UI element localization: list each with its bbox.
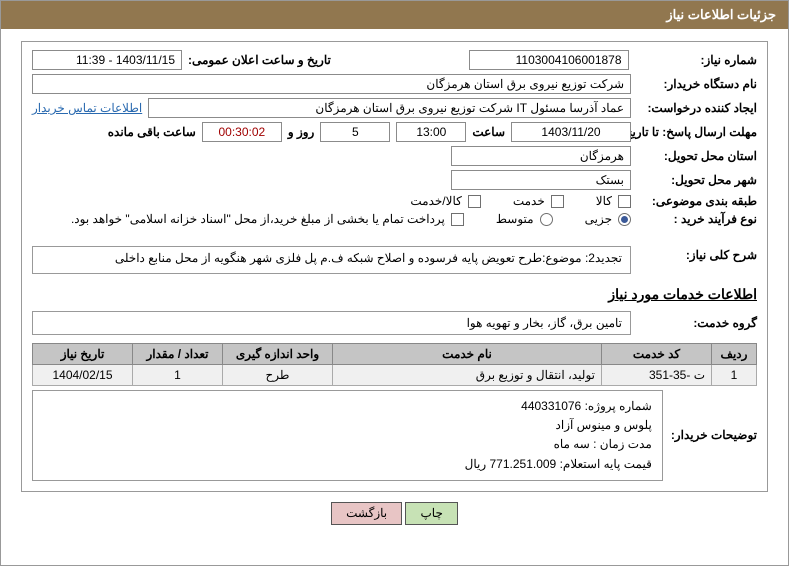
cell-qty: 1 [133, 365, 223, 386]
buyer-notes-label: توضیحات خریدار: [671, 390, 757, 481]
province-field: هرمزگان [451, 146, 631, 166]
proc-small-label: جزیی [585, 212, 612, 226]
deadline-label: مهلت ارسال پاسخ: تا تاریخ: [637, 125, 757, 139]
note-line-4: قیمت پایه استعلام: 771.251.009 ریال [43, 455, 652, 474]
checkbox-payment[interactable] [451, 213, 464, 226]
back-button[interactable]: بازگشت [331, 502, 402, 525]
radio-small[interactable] [618, 213, 631, 226]
cat-goods-label: کالا [596, 194, 612, 208]
table-row: 1 ت -35-351 تولید، انتقال و توزیع برق طر… [33, 365, 757, 386]
th-name: نام خدمت [333, 344, 602, 365]
requester-field: عماد آذرسا مسئول IT شرکت توزیع نیروی برق… [148, 98, 631, 118]
days-label: روز و [288, 125, 315, 139]
desc-label: شرح کلی نیاز: [637, 242, 757, 262]
note-line-2: پلوس و مینوس آزاد [43, 416, 652, 435]
th-code: کد خدمت [602, 344, 712, 365]
category-label: طبقه بندی موضوعی: [637, 194, 757, 208]
remaining-label: ساعت باقی مانده [108, 125, 196, 139]
cell-date: 1404/02/15 [33, 365, 133, 386]
announce-label: تاریخ و ساعت اعلان عمومی: [188, 53, 331, 67]
announce-field: 1403/11/15 - 11:39 [32, 50, 182, 70]
group-label: گروه خدمت: [637, 316, 757, 330]
deadline-date-field: 1403/11/20 [511, 122, 631, 142]
buyer-field: شرکت توزیع نیروی برق استان هرمزگان [32, 74, 631, 94]
remaining-time-field: 00:30:02 [202, 122, 282, 142]
note-line-1: شماره پروژه: 440331076 [43, 397, 652, 416]
note-line-3: مدت زمان : سه ماه [43, 435, 652, 454]
button-row: چاپ بازگشت [21, 502, 768, 525]
checkbox-service[interactable] [551, 195, 564, 208]
th-date: تاریخ نیاز [33, 344, 133, 365]
checkbox-goodservice[interactable] [468, 195, 481, 208]
cell-code: ت -35-351 [602, 365, 712, 386]
payment-note: پرداخت تمام یا بخشی از مبلغ خرید،از محل … [71, 212, 445, 226]
checkbox-goods[interactable] [618, 195, 631, 208]
contact-link[interactable]: اطلاعات تماس خریدار [32, 101, 142, 115]
th-unit: واحد اندازه گیری [223, 344, 333, 365]
page-header: جزئیات اطلاعات نیاز [1, 1, 788, 29]
cat-goodservice-label: کالا/خدمت [410, 194, 461, 208]
radio-medium[interactable] [540, 213, 553, 226]
province-label: استان محل تحویل: [637, 149, 757, 163]
proc-medium-label: متوسط [496, 212, 534, 226]
buyer-label: نام دستگاه خریدار: [637, 77, 757, 91]
requester-label: ایجاد کننده درخواست: [637, 101, 757, 115]
th-row: ردیف [712, 344, 757, 365]
desc-text: تجدید2: موضوع:طرح تعویض پایه فرسوده و اص… [115, 251, 622, 265]
services-table: ردیف کد خدمت نام خدمت واحد اندازه گیری ت… [32, 343, 757, 386]
city-field: بستک [451, 170, 631, 190]
print-button[interactable]: چاپ [405, 502, 457, 525]
need-number-label: شماره نیاز: [701, 53, 757, 67]
time-label: ساعت [472, 125, 505, 139]
desc-box: تجدید2: موضوع:طرح تعویض پایه فرسوده و اص… [32, 246, 631, 274]
group-box: تامین برق، گاز، بخار و تهویه هوا [32, 311, 631, 335]
need-number-field: 1103004106001878 [469, 50, 629, 70]
cell-unit: طرح [223, 365, 333, 386]
page-title: جزئیات اطلاعات نیاز [666, 7, 776, 22]
group-value: تامین برق، گاز، بخار و تهویه هوا [467, 316, 622, 330]
process-label: نوع فرآیند خرید : [637, 212, 757, 226]
services-section-title: اطلاعات خدمات مورد نیاز [32, 286, 757, 303]
deadline-time-field: 13:00 [396, 122, 466, 142]
days-field: 5 [320, 122, 390, 142]
form-panel: شماره نیاز: 1103004106001878 تاریخ و ساع… [21, 41, 768, 492]
cell-idx: 1 [712, 365, 757, 386]
buyer-notes-box: شماره پروژه: 440331076 پلوس و مینوس آزاد… [32, 390, 663, 481]
cat-service-label: خدمت [513, 194, 545, 208]
th-qty: تعداد / مقدار [133, 344, 223, 365]
city-label: شهر محل تحویل: [637, 173, 757, 187]
cell-name: تولید، انتقال و توزیع برق [333, 365, 602, 386]
